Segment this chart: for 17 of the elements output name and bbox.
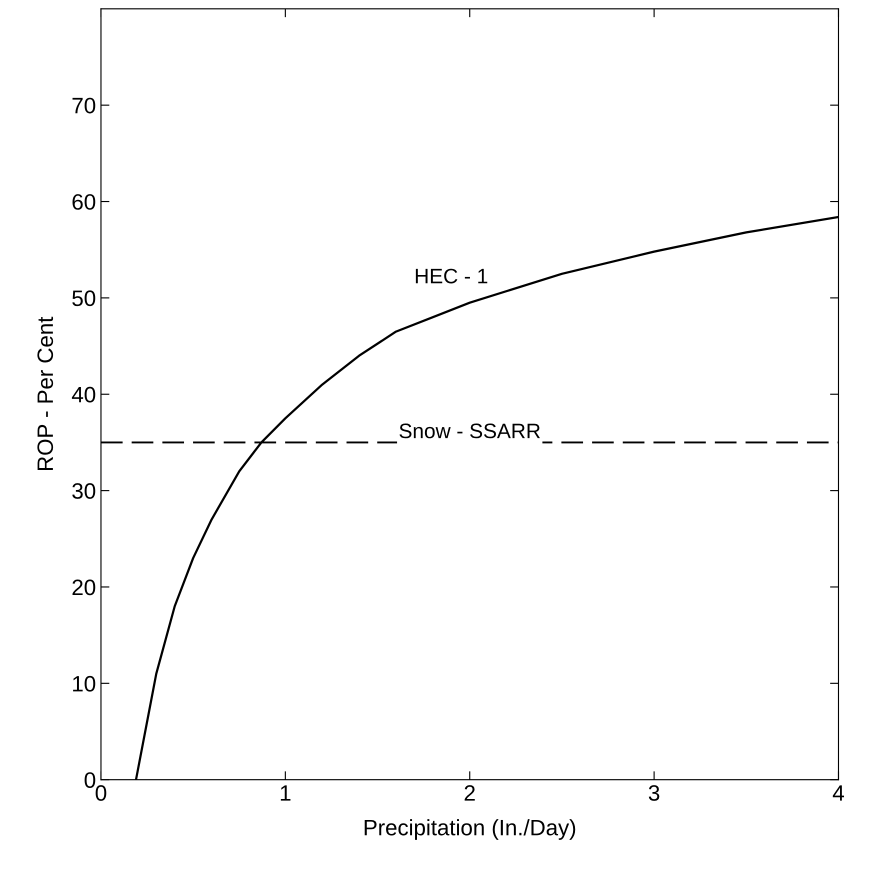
- x-tick-label: 3: [648, 785, 660, 801]
- y-tick-label: 0: [84, 772, 96, 788]
- x-tick-label: 0: [96, 785, 106, 801]
- y-tick-label: 50: [72, 290, 96, 306]
- ref-line-label: Snow - SSARR: [399, 424, 540, 438]
- y-tick-label: 30: [72, 483, 96, 499]
- y-tick-label: 40: [72, 386, 96, 403]
- x-tick-label: 1: [280, 785, 290, 801]
- x-axis-title: Precipitation (In./Day): [364, 819, 576, 840]
- series-label: HEC - 1: [416, 268, 488, 284]
- x-tick-label: 2: [464, 785, 475, 801]
- x-tick-label: 4: [832, 785, 844, 801]
- y-tick-label: 70: [72, 98, 96, 114]
- y-tick-label: 20: [72, 580, 96, 596]
- y-tick-label: 10: [73, 676, 96, 692]
- y-axis-title: ROP - Per Cent: [37, 316, 54, 470]
- y-tick-label: 60: [72, 194, 96, 210]
